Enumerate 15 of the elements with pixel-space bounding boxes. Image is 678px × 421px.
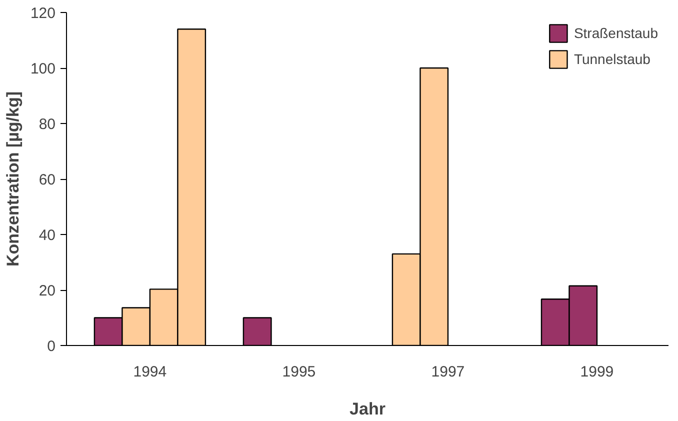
legend-label: Straßenstaub: [574, 25, 658, 41]
legend-label: Tunnelstaub: [574, 51, 650, 67]
y-tick-label: 40: [38, 227, 56, 244]
y-axis-title: Konzentration [µg/kg]: [3, 91, 22, 267]
y-tick-label: 0: [47, 338, 56, 355]
y-tick-label: 20: [38, 282, 56, 300]
y-tick-label: 60: [38, 172, 56, 188]
y-tick-label: 80: [38, 116, 56, 133]
y-tick-label: 120: [30, 5, 56, 22]
x-tick-label: 1999: [580, 364, 614, 380]
x-tick-label: 1995: [282, 364, 316, 380]
x-tick-label: 1997: [431, 364, 465, 380]
y-tick-label: 100: [30, 60, 56, 78]
x-tick-label: 1994: [133, 364, 167, 380]
x-axis-title: Jahr: [350, 400, 386, 418]
